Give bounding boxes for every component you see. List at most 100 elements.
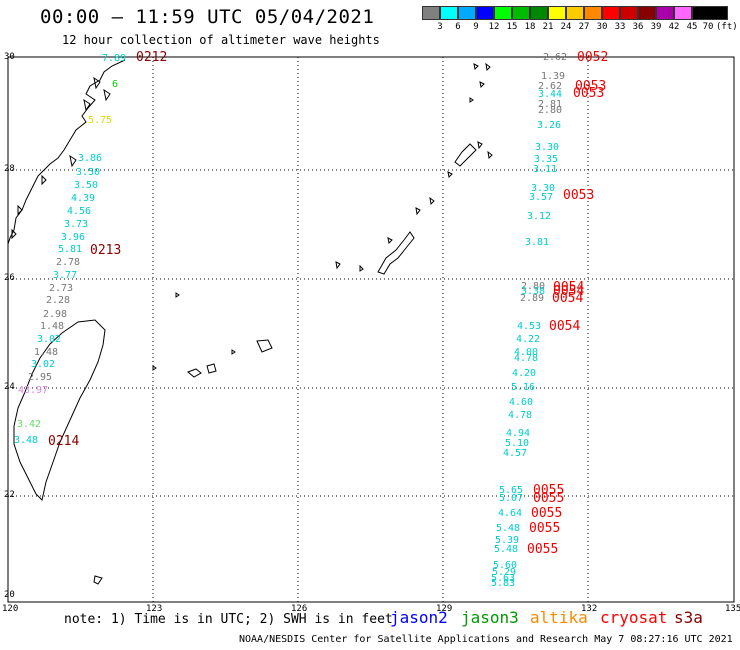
pass-time-label: 0053 [563, 188, 595, 203]
pass-time-label: 0055 [529, 521, 561, 536]
wave-height-value: 5.16 [511, 382, 536, 393]
pass-time-label: 0055 [533, 483, 565, 498]
wave-height-value: 3.12 [527, 211, 552, 222]
wave-height-value: 2.95 [28, 372, 53, 383]
pass-time-label: 0054 [552, 291, 584, 306]
latitude-label: 26 [4, 273, 15, 283]
longitude-label: 120 [2, 604, 19, 614]
latitude-label: 30 [4, 52, 15, 62]
pass-time-label: 0053 [573, 86, 605, 101]
colorbar-unit: (ft) [716, 22, 738, 32]
wave-height-value: 3.57 [529, 192, 554, 203]
wave-height-value: 5.63 [491, 573, 516, 584]
satellite-legend-jason3: jason3 [461, 608, 519, 627]
pass-time-label: 0213 [90, 243, 122, 258]
wave-height-value: 4.00 [514, 347, 539, 358]
wave-height-value: 4.56 [67, 206, 92, 217]
longitude-label: 126 [291, 604, 308, 614]
taiwan-island [13, 319, 106, 501]
wave-height-value: 4.57 [503, 448, 528, 459]
color-swatch [566, 6, 584, 20]
wave-height-value: 3.96 [61, 232, 86, 243]
wave-height-value: 5.81 [58, 244, 83, 255]
wave-height-value: 5.29 [492, 567, 517, 578]
color-swatch [494, 6, 512, 20]
wave-height-value: 5.48 [494, 544, 519, 555]
wave-height-value: 2.81 [538, 99, 563, 110]
wave-height-value: 3.26 [537, 120, 562, 131]
wave-height-value: 3.02 [37, 334, 62, 345]
colorbar-label: 27 [578, 22, 590, 32]
longitude-label: 129 [436, 604, 453, 614]
wave-height-value: 5.65 [499, 485, 524, 496]
pass-time-label: 0055 [531, 506, 563, 521]
wave-height-value: 2.62 [538, 81, 563, 92]
wave-height-value: 2.62 [543, 52, 568, 63]
colorbar-label: 24 [560, 22, 572, 32]
colorbar-label: 15 [506, 22, 518, 32]
color-swatch [440, 6, 458, 20]
wave-height-value: 3.35 [534, 154, 559, 165]
pass-time-label: 0053 [575, 79, 607, 94]
wave-height-value: 4.78 [514, 353, 539, 364]
color-swatch [602, 6, 620, 20]
colorbar-label: 36 [632, 22, 644, 32]
wave-height-value: 5.75 [88, 115, 113, 126]
satellite-legend-altika: altika [530, 608, 588, 627]
wave-height-value: 4.53 [517, 321, 542, 332]
longitude-label: 123 [146, 604, 163, 614]
satellite-legend-s3a: s3a [674, 608, 703, 627]
color-swatch [674, 6, 692, 20]
colorbar-label: 3 [437, 22, 443, 32]
credit-line: NOAA/NESDIS Center for Satellite Applica… [239, 634, 733, 645]
wave-height-value: 2.80 [538, 105, 563, 116]
latitude-label: 24 [4, 382, 15, 392]
wave-height-value: 3.42 [17, 419, 42, 430]
latitude-label: 22 [4, 490, 15, 500]
wave-height-value: 2.78 [56, 257, 81, 268]
wave-height-value: 3.02 [31, 359, 56, 370]
pass-time-label: 0054 [553, 284, 585, 299]
wave-height-value: 7.89 [102, 53, 127, 64]
wave-height-value: 5.60 [493, 560, 518, 571]
color-swatch [548, 6, 566, 20]
longitude-label: 135 [725, 604, 740, 614]
wave-height-value: 3.86 [78, 153, 103, 164]
color-swatch [584, 6, 602, 20]
colorbar-label: 12 [488, 22, 500, 32]
colorbar-label: 6 [455, 22, 461, 32]
wave-height-value: 3.77 [53, 270, 78, 281]
small-islands [93, 62, 493, 585]
pass-time-label: 0054 [549, 319, 581, 334]
wave-height-value: 5.10 [505, 438, 530, 449]
color-swatch [530, 6, 548, 20]
wave-height-value: 2.28 [46, 295, 71, 306]
latitude-label: 28 [4, 164, 15, 174]
pass-time-label: 0054 [553, 280, 585, 295]
wave-height-value: 4.22 [516, 334, 541, 345]
longitude-label: 132 [581, 604, 598, 614]
wave-height-value: 3.48 [14, 435, 39, 446]
wave-height-value: 3.50 [76, 167, 101, 178]
wave-height-value: 6 [112, 79, 119, 90]
colorbar-label: 70 [702, 22, 714, 32]
pass-time-label: 0055 [533, 491, 565, 506]
wave-height-value: 3.30 [531, 183, 556, 194]
pass-time-label: 0214 [48, 434, 80, 449]
pass-time-label: 0052 [577, 50, 609, 65]
color-swatch [422, 6, 440, 20]
map-title: 00:00 – 11:59 UTC 05/04/2021 [40, 6, 375, 28]
satellite-legend-cryosat: cryosat [600, 608, 668, 627]
colorbar-label: 18 [524, 22, 536, 32]
pass-time-label: 0055 [527, 542, 559, 557]
wave-height-value: 3.81 [525, 237, 550, 248]
wave-height-value: 3.38 [521, 286, 546, 297]
color-swatch [620, 6, 638, 20]
wave-height-value: 1.39 [541, 71, 566, 82]
wave-height-value: 43.97 [18, 385, 49, 396]
wave-height-value: 5.83 [491, 578, 516, 589]
wave-height-value: 2.89 [520, 293, 545, 304]
wave-height-value: 4.20 [512, 368, 537, 379]
